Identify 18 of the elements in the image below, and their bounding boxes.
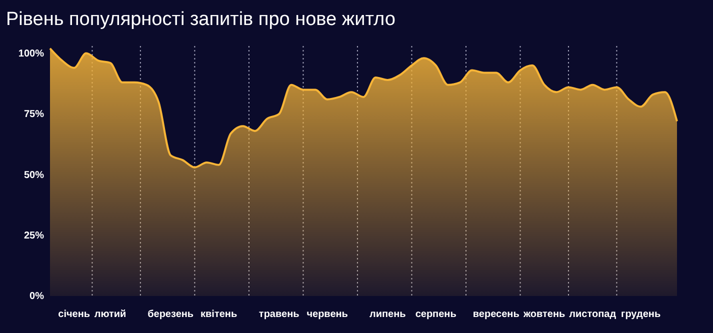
- x-tick-label: вересень: [472, 309, 520, 320]
- y-tick-label: 100%: [18, 48, 44, 60]
- x-tick-label: травень: [258, 309, 300, 320]
- x-tick-label: липень: [369, 309, 406, 320]
- y-tick-label: 75%: [24, 109, 44, 120]
- y-tick-label: 0%: [30, 291, 44, 302]
- y-tick-label: 25%: [24, 230, 44, 242]
- x-tick-label: грудень: [621, 309, 661, 320]
- x-tick-label: квітень: [200, 309, 238, 320]
- x-tick-label: серпень: [415, 309, 456, 320]
- x-tick-label: червень: [306, 309, 348, 320]
- x-tick-label: лютий: [94, 309, 126, 320]
- x-tick-label: листопад: [569, 309, 617, 320]
- x-tick-label: жовтень: [522, 309, 566, 320]
- x-tick-label: березень: [148, 309, 194, 320]
- x-tick-label: січень: [58, 309, 90, 320]
- chart-title: Рівень популярності запитів про нове житло: [6, 9, 396, 30]
- y-tick-label: 50%: [24, 170, 44, 181]
